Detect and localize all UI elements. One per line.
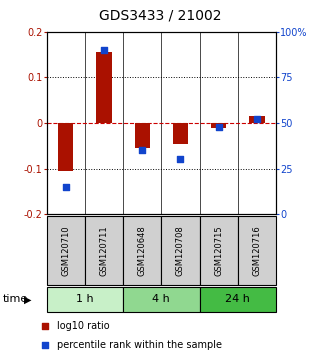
Text: percentile rank within the sample: percentile rank within the sample — [57, 340, 222, 350]
Point — [140, 148, 145, 153]
Point — [42, 324, 48, 329]
Text: GDS3433 / 21002: GDS3433 / 21002 — [99, 9, 222, 23]
Text: GSM120710: GSM120710 — [61, 225, 70, 276]
Bar — [58, 123, 73, 171]
FancyBboxPatch shape — [200, 216, 238, 285]
FancyBboxPatch shape — [123, 287, 200, 312]
Text: log10 ratio: log10 ratio — [57, 321, 110, 331]
Text: GSM120648: GSM120648 — [138, 225, 147, 276]
Point — [216, 124, 221, 130]
FancyBboxPatch shape — [161, 216, 200, 285]
Point — [178, 156, 183, 162]
Bar — [96, 52, 112, 123]
FancyBboxPatch shape — [85, 216, 123, 285]
Point — [63, 184, 68, 190]
FancyBboxPatch shape — [123, 216, 161, 285]
Text: 4 h: 4 h — [152, 295, 170, 304]
FancyBboxPatch shape — [238, 216, 276, 285]
FancyBboxPatch shape — [47, 216, 85, 285]
Point — [42, 342, 48, 348]
Text: GSM120711: GSM120711 — [100, 225, 108, 276]
Text: 1 h: 1 h — [76, 295, 94, 304]
Bar — [249, 116, 265, 123]
FancyBboxPatch shape — [47, 287, 123, 312]
Text: GSM120708: GSM120708 — [176, 225, 185, 276]
Point — [101, 47, 107, 53]
Text: ▶: ▶ — [23, 295, 31, 304]
Bar — [173, 123, 188, 143]
FancyBboxPatch shape — [200, 287, 276, 312]
Text: GSM120715: GSM120715 — [214, 225, 223, 276]
Bar — [211, 123, 226, 127]
Bar — [134, 123, 150, 148]
Point — [254, 116, 259, 122]
Text: GSM120716: GSM120716 — [252, 225, 261, 276]
Text: time: time — [3, 295, 29, 304]
Text: 24 h: 24 h — [225, 295, 250, 304]
